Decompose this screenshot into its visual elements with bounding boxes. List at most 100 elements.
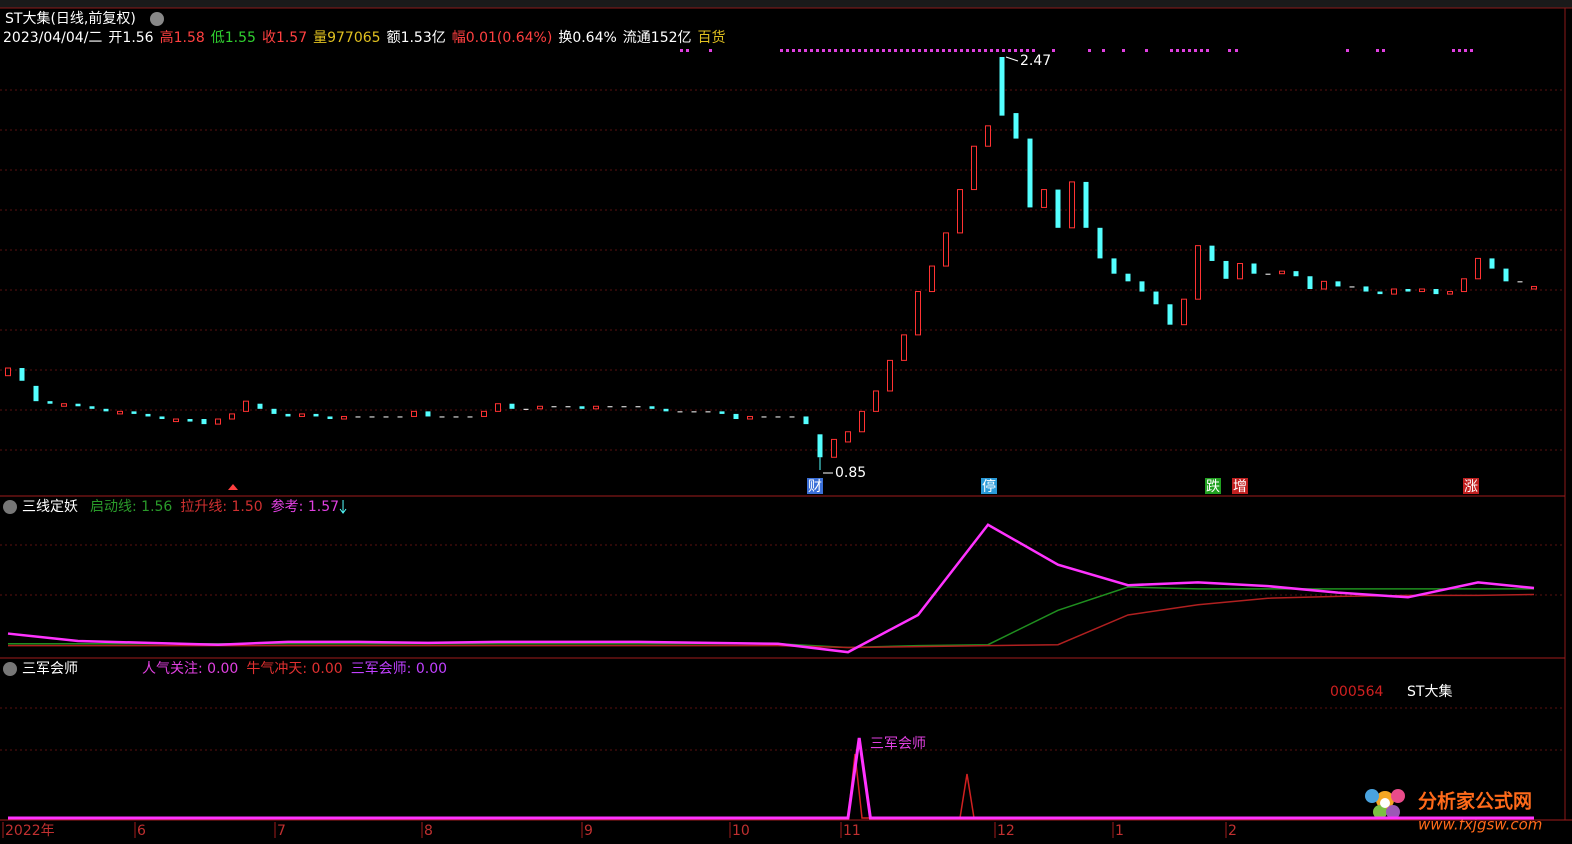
marker-dot <box>1200 49 1203 52</box>
candle <box>747 415 753 420</box>
marker-dot <box>906 49 909 52</box>
marker-dot <box>686 49 689 52</box>
candle <box>33 385 39 402</box>
marker-dot <box>1008 49 1011 52</box>
candle <box>131 411 137 414</box>
down-arrow <box>339 500 347 514</box>
panel-icon[interactable] <box>3 500 17 514</box>
info-value: 1.58 <box>174 30 205 46</box>
candle <box>1209 245 1215 261</box>
candle <box>257 403 263 409</box>
marker-dot <box>876 49 879 52</box>
info-label: 2023/04/04/二 <box>3 30 102 46</box>
candle <box>425 411 431 417</box>
x-label: 12 <box>997 823 1015 839</box>
info-value: 1.55 <box>225 30 256 46</box>
menu-bar <box>0 0 1572 8</box>
marker-dot <box>1102 49 1105 52</box>
marker-dot <box>984 49 987 52</box>
candle <box>159 416 165 420</box>
marker-dot <box>680 49 683 52</box>
candle <box>971 145 977 191</box>
marker-dot <box>1182 49 1185 52</box>
candle <box>1279 270 1285 275</box>
marker-dot <box>930 49 933 52</box>
candle <box>439 416 445 418</box>
indicator-value: 三军会师: 0.00 <box>351 661 447 677</box>
marker-dot <box>804 49 807 52</box>
candle <box>243 400 249 412</box>
low-label: 0.85 <box>835 465 866 481</box>
candle <box>5 367 11 377</box>
candle <box>859 410 865 433</box>
candle <box>103 408 109 412</box>
candle <box>481 410 487 417</box>
candle <box>117 410 123 415</box>
x-label: 2 <box>1228 823 1237 839</box>
candle <box>579 406 585 409</box>
candle <box>1461 278 1467 293</box>
candle <box>817 434 823 458</box>
x-label: 1 <box>1115 823 1124 839</box>
marker-dot <box>924 49 927 52</box>
candle <box>1097 227 1103 259</box>
info-label: 开 <box>108 30 122 46</box>
candle <box>1503 268 1509 282</box>
indicator-line <box>7 523 1535 654</box>
candle <box>929 265 935 293</box>
candle <box>1041 189 1047 208</box>
candle <box>341 415 347 420</box>
marker-dot <box>948 49 951 52</box>
candle <box>523 408 529 410</box>
info-label: 百货 <box>698 29 726 46</box>
info-value: 1.57 <box>276 30 307 46</box>
x-label: 10 <box>732 823 750 839</box>
candle <box>943 232 949 267</box>
marker-dot <box>972 49 975 52</box>
candle <box>1349 286 1355 288</box>
marker-dot <box>900 49 903 52</box>
candle <box>1013 113 1019 139</box>
candle <box>495 403 501 412</box>
dropdown-icon[interactable] <box>150 12 164 26</box>
candle <box>327 416 333 420</box>
marker-dot <box>822 49 825 52</box>
x-label: 9 <box>584 823 593 839</box>
candle <box>453 416 459 418</box>
candle <box>1293 271 1299 277</box>
marker-dot <box>1452 49 1455 52</box>
candle <box>957 189 963 234</box>
candle <box>873 390 879 412</box>
candle <box>173 418 179 423</box>
marker-dot <box>942 49 945 52</box>
candle <box>201 419 207 425</box>
marker-dot <box>1206 49 1209 52</box>
candle <box>1335 281 1341 287</box>
candle <box>635 406 641 408</box>
info-value: 1.56 <box>122 30 153 46</box>
marker-dot <box>780 49 783 52</box>
candle <box>1195 245 1201 300</box>
panel-icon[interactable] <box>3 662 17 676</box>
candle <box>1251 263 1257 274</box>
x-label: 6 <box>137 823 146 839</box>
marker-dot <box>978 49 981 52</box>
info-value: 0.64% <box>572 30 616 46</box>
candle <box>1377 291 1383 295</box>
candle <box>145 413 151 417</box>
candle <box>229 413 235 420</box>
candle <box>887 359 893 392</box>
marker-dot <box>858 49 861 52</box>
candle <box>607 406 613 408</box>
candle <box>1111 258 1117 274</box>
marker-dot <box>786 49 789 52</box>
signal-label: 涨 <box>1464 479 1478 495</box>
candle <box>299 413 305 417</box>
candle <box>89 406 95 409</box>
marker-dot <box>852 49 855 52</box>
candle <box>1027 138 1033 208</box>
candle <box>313 413 319 417</box>
info-value: 977065 <box>327 30 380 46</box>
marker-dot <box>1376 49 1379 52</box>
